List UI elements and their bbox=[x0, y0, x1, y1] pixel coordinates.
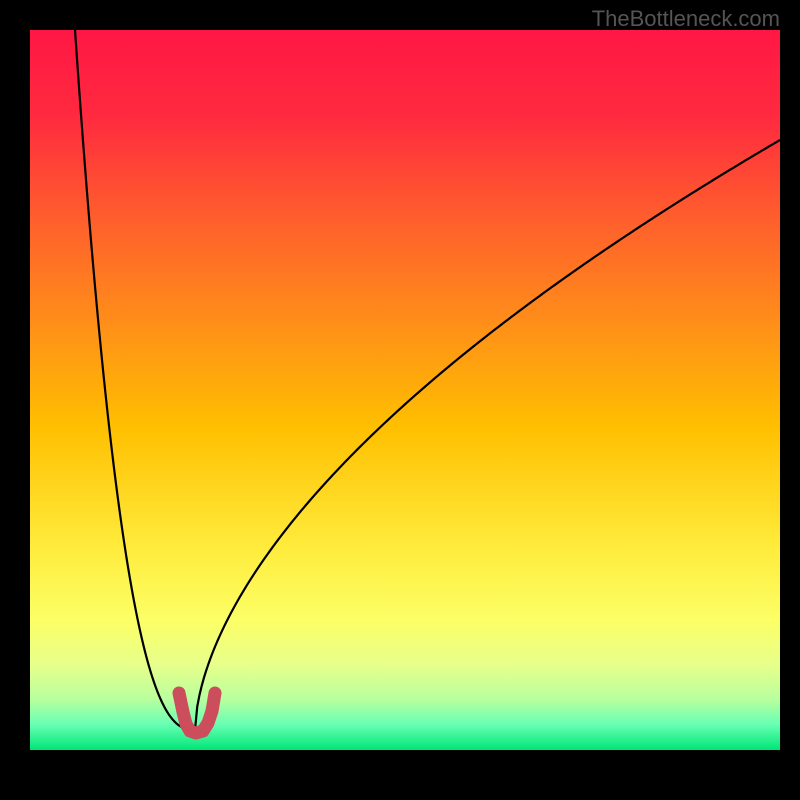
bottleneck-chart bbox=[0, 0, 800, 800]
watermark-text: TheBottleneck.com bbox=[592, 6, 780, 32]
